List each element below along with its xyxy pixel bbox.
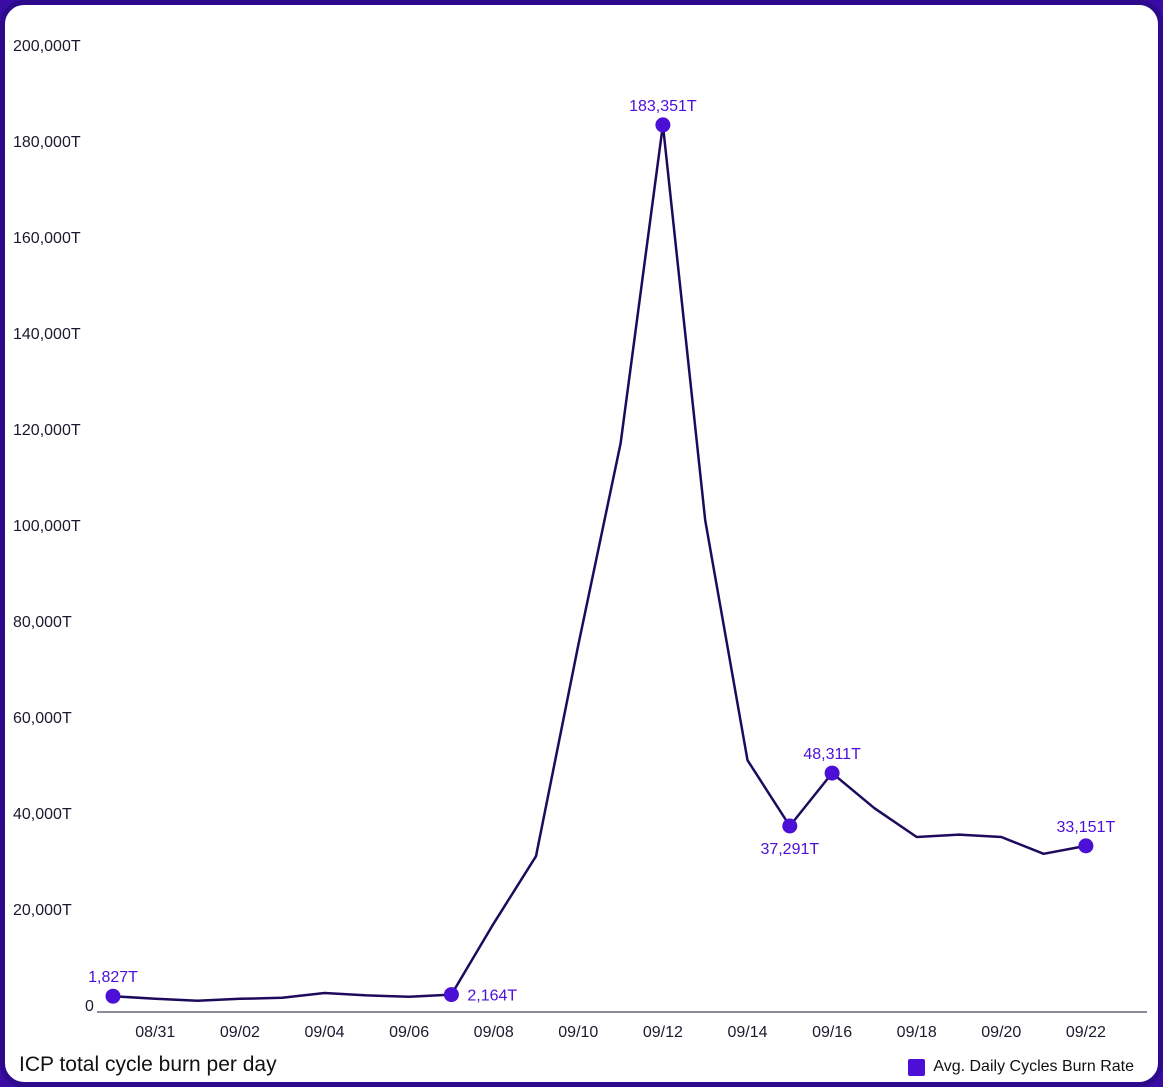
data-point xyxy=(824,765,840,781)
data-label: 183,351T xyxy=(629,98,697,115)
data-label: 2,164T xyxy=(467,988,517,1005)
chart-title: ICP total cycle burn per day xyxy=(19,1053,277,1076)
y-tick-label: 200,000T xyxy=(13,38,81,55)
legend-swatch xyxy=(908,1058,926,1076)
x-tick-label: 09/06 xyxy=(389,1024,429,1041)
chart-legend: Avg. Daily Cycles Burn Rate xyxy=(908,1058,1134,1076)
x-tick-label: 09/04 xyxy=(304,1024,344,1041)
y-tick-label: 140,000T xyxy=(13,326,81,343)
y-tick-label: 60,000T xyxy=(13,710,72,727)
y-tick-label: 20,000T xyxy=(13,902,72,919)
x-tick-label: 09/10 xyxy=(558,1024,598,1041)
series-line xyxy=(112,123,1087,1002)
data-point xyxy=(1078,838,1094,854)
y-tick-label: 0 xyxy=(85,998,94,1015)
y-tick-label: 40,000T xyxy=(13,806,72,823)
data-point xyxy=(105,988,121,1004)
y-tick-label: 180,000T xyxy=(13,134,81,151)
data-label: 48,311T xyxy=(803,746,861,763)
x-tick-label: 09/18 xyxy=(897,1024,937,1041)
y-tick-label: 80,000T xyxy=(13,614,72,631)
y-tick-label: 100,000T xyxy=(13,518,81,535)
x-tick-label: 08/31 xyxy=(135,1024,175,1041)
x-tick-label: 09/14 xyxy=(727,1024,767,1041)
data-point xyxy=(782,818,798,834)
y-tick-label: 120,000T xyxy=(13,422,81,439)
x-tick-label: 09/12 xyxy=(643,1024,683,1041)
data-point xyxy=(655,117,671,133)
x-tick-label: 09/22 xyxy=(1066,1024,1106,1041)
data-label: 37,291T xyxy=(760,841,819,858)
data-point xyxy=(443,987,459,1003)
x-tick-label: 09/08 xyxy=(474,1024,514,1041)
data-label: 1,827T xyxy=(88,969,138,986)
legend-label: Avg. Daily Cycles Burn Rate xyxy=(933,1058,1134,1075)
y-tick-label: 160,000T xyxy=(13,230,81,247)
x-tick-label: 09/16 xyxy=(812,1024,852,1041)
x-tick-label: 09/20 xyxy=(981,1024,1021,1041)
data-label: 33,151T xyxy=(1057,819,1116,836)
line-chart: 0 20,000T 40,000T 60,000T 80,000T 100,000T 120… xyxy=(13,38,1147,1041)
x-tick-label: 09/02 xyxy=(220,1024,260,1041)
